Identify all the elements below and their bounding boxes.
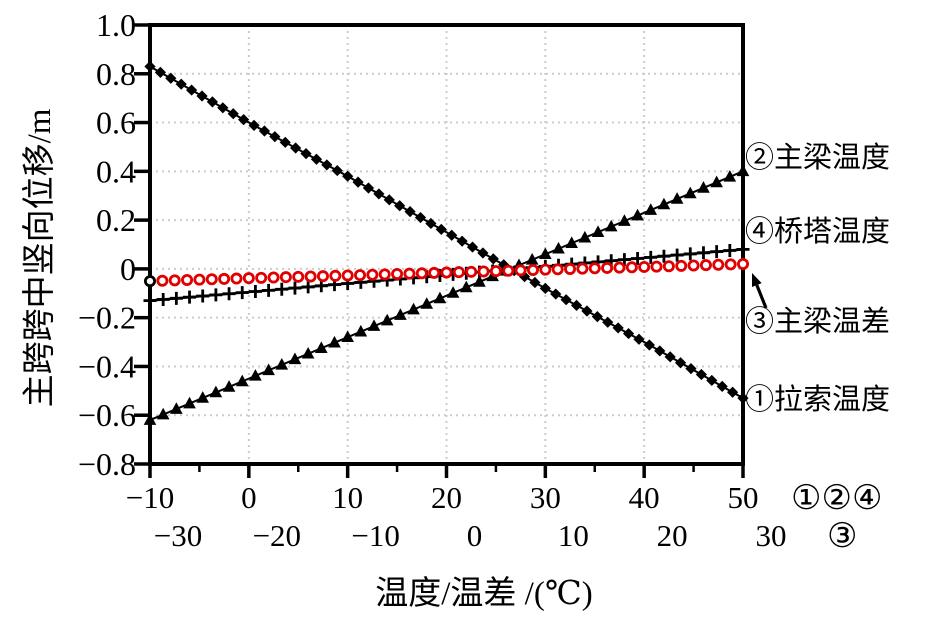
series-1-cable-temperature — [144, 60, 749, 404]
legend-item-girder-temp-difference: ③主梁温差 — [745, 306, 891, 338]
tick-label: −0.8 — [78, 446, 136, 482]
tick-label: 0.4 — [96, 153, 136, 189]
legend-item-tower-temperature: ④桥塔温度 — [745, 216, 891, 248]
tick-label: 0.8 — [96, 56, 136, 92]
tick-label: 1.0 — [96, 7, 136, 43]
tick-label: −20 — [253, 518, 301, 553]
tick-label: 30 — [530, 480, 561, 515]
axis-ticks — [134, 23, 745, 478]
tick-label: −10 — [126, 480, 174, 515]
tick-label: −30 — [154, 518, 202, 553]
tick-label: −0.2 — [78, 300, 136, 336]
tick-label: 0 — [241, 480, 257, 515]
x-axis-secondary-tick-labels: −30 −20 −10 0 10 20 30 — [154, 518, 787, 553]
tick-label: 0 — [120, 251, 136, 287]
tick-label: 20 — [431, 480, 462, 515]
tick-label: 0.6 — [96, 105, 136, 141]
tick-label: 20 — [657, 518, 688, 553]
tick-label: 10 — [558, 518, 589, 553]
tick-label: 0.2 — [96, 202, 136, 238]
legend-item-girder-temperature: ②主梁温度 — [745, 142, 891, 174]
tick-label: 0 — [467, 518, 483, 553]
y-axis-tick-labels: 1.0 0.8 0.6 0.4 0.2 0 −0.2 −0.4 −0.6 −0.8 — [78, 7, 136, 482]
tick-label: 40 — [629, 480, 660, 515]
tick-label: −0.4 — [78, 348, 136, 384]
tick-label: 30 — [756, 518, 787, 553]
x-axis-primary-tick-labels: −10 0 10 20 30 40 50 — [126, 480, 759, 515]
y-axis-title: 主跨跨中竖向位移/m — [22, 108, 58, 408]
tick-label: 10 — [332, 480, 363, 515]
tick-label: 50 — [728, 480, 759, 515]
x-axis-title: 温度/温差 /(℃) — [375, 576, 593, 612]
legend-item-cable-temperature: ①拉索温度 — [745, 384, 891, 416]
x-scale-note-primary: ①②④ — [791, 480, 883, 517]
tick-label: −10 — [351, 518, 399, 553]
series-3-girder-temp-difference — [143, 258, 750, 288]
gridlines — [150, 25, 743, 464]
annotation-arrow — [752, 273, 768, 309]
series-2-girder-temperature — [143, 164, 750, 425]
x-scale-note-secondary: ③ — [827, 518, 858, 555]
tick-label: −0.6 — [78, 397, 136, 433]
